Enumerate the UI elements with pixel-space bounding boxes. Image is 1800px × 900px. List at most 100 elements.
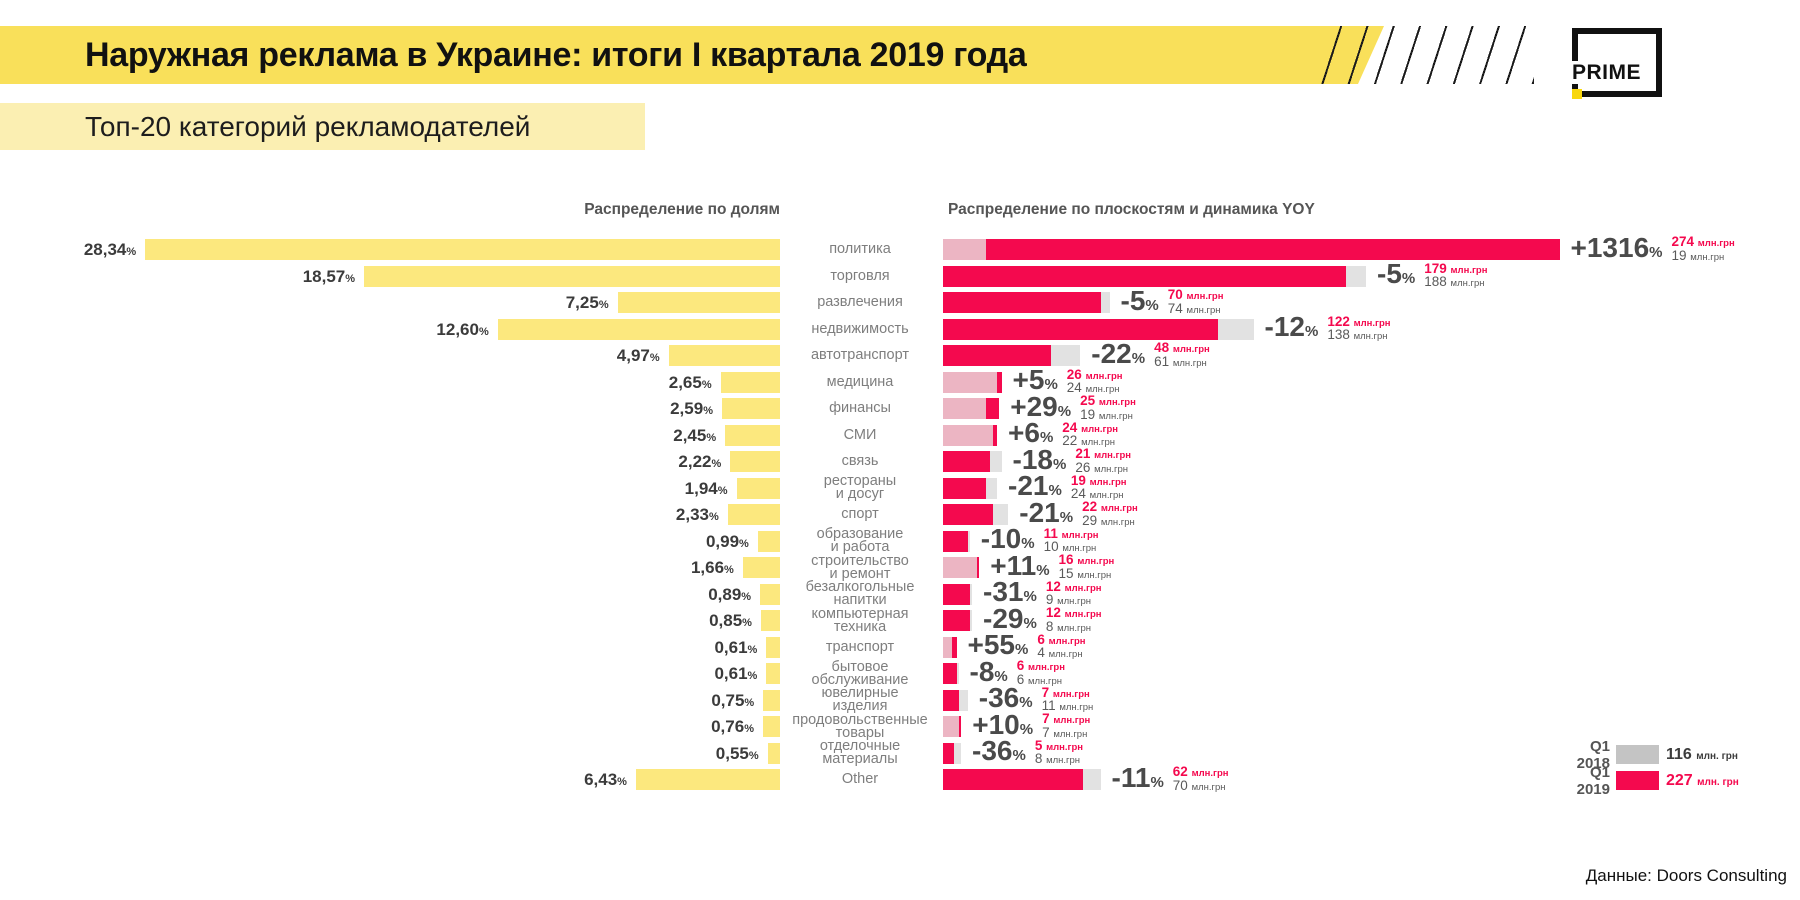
value-bar-2019 <box>943 318 1218 340</box>
value-2019: 274 млн.грн <box>1671 234 1735 249</box>
percent-sign: % <box>703 405 713 417</box>
share-value: 1,94% <box>0 478 728 502</box>
yoy-row: -29% 12 млн.грн 8 млн.грн <box>943 604 1102 634</box>
share-value: 1,66% <box>0 557 734 581</box>
value-bar-2019-growth <box>985 398 1000 419</box>
value-2018: 7 млн.грн <box>1042 724 1088 740</box>
category-label: развлечения <box>782 290 938 315</box>
category-label-line: транспорт <box>825 638 895 655</box>
unit-label: млн.грн <box>1094 450 1132 461</box>
yoy-row: -36% 7 млн.грн 11 млн.грн <box>943 684 1094 713</box>
unit-label: млн.грн <box>1077 569 1112 581</box>
yoy-percent: -21% <box>1019 496 1074 528</box>
share-bar <box>725 424 780 446</box>
percent-sign: % <box>994 667 1008 685</box>
percent-sign: % <box>1304 323 1319 340</box>
share-number: 0,85 <box>709 611 743 630</box>
title-band: Наружная реклама в Украине: итоги I квар… <box>0 26 1384 84</box>
value-2019: 11 млн.грн <box>1043 525 1099 541</box>
share-number: 0,99 <box>705 531 740 551</box>
share-number: 2,33 <box>675 505 710 524</box>
value-labels: 12 млн.грн 8 млн.грн <box>1046 606 1102 634</box>
value-bar-2019-growth <box>952 636 957 658</box>
value-labels: 48 млн.грн 61 млн.грн <box>1154 341 1210 369</box>
share-number: 2,45 <box>673 425 707 445</box>
value-labels: 70 млн.грн 74 млн.грн <box>1168 288 1224 316</box>
share-number: 2,22 <box>678 452 712 471</box>
yoy-percent: -10% <box>980 523 1035 554</box>
value-2018: 29 млн.грн <box>1082 512 1135 528</box>
unit-label: млн.грн <box>1064 609 1102 620</box>
share-value: 0,85% <box>0 610 752 634</box>
category-label: транспорт <box>782 635 938 660</box>
category-label-line: СМИ <box>843 426 877 443</box>
share-bar <box>721 398 780 419</box>
percent-sign: % <box>742 617 752 629</box>
value-2018: 188 млн.грн <box>1424 274 1485 289</box>
percent-sign: % <box>1401 270 1416 287</box>
category-label-line: изделия <box>832 698 888 714</box>
percent-sign: % <box>1019 694 1033 711</box>
category-label-line: строительство <box>811 552 909 569</box>
value-labels: 24 млн.грн 22 млн.грн <box>1062 420 1118 449</box>
category-label: автотранспорт <box>782 343 938 368</box>
value-labels: 22 млн.грн 29 млн.грн <box>1082 500 1138 528</box>
unit-label: млн.грн <box>1059 702 1094 713</box>
value-bar-2018-tail <box>990 451 1002 472</box>
share-number: 12,60 <box>436 319 479 339</box>
share-bar <box>760 583 780 605</box>
unit-label: млн.грн <box>1450 278 1485 289</box>
yoy-percent: +29% <box>1010 390 1072 422</box>
category-label-line: и ремонт <box>829 565 891 582</box>
yoy-percent: -36% <box>972 735 1026 766</box>
value-bar-2019 <box>943 477 986 499</box>
subtitle-band: Топ-20 категорий рекламодателей <box>0 103 645 150</box>
left-chart-title: Распределение по долям <box>584 201 780 218</box>
category-label: политика <box>782 237 938 262</box>
share-bar <box>720 371 780 393</box>
unit-label: млн.грн <box>1048 649 1083 660</box>
value-labels: 179 млн.грн 188 млн.грн <box>1424 261 1487 290</box>
category-label-line: напитки <box>833 592 887 608</box>
share-value: 2,65% <box>0 372 712 396</box>
unit-label: млн.грн <box>1062 543 1097 554</box>
percent-sign: % <box>1036 561 1050 579</box>
unit-label: млн.грн <box>1172 344 1210 355</box>
unit-label: млн.грн <box>1085 384 1120 395</box>
percent-sign: % <box>345 272 356 285</box>
unit-label: млн.грн <box>1061 529 1099 541</box>
value-bar-2018-overlap <box>943 371 997 393</box>
share-number: 0,75 <box>711 690 745 710</box>
value-2018: 19 млн.грн <box>1080 406 1133 422</box>
percent-sign: % <box>1044 376 1058 393</box>
percent-sign: % <box>1131 349 1146 367</box>
category-label-line: рестораны <box>823 473 897 489</box>
value-2019: 6 млн.грн <box>1037 631 1086 647</box>
share-number: 0,61 <box>714 637 748 657</box>
value-2018: 70 млн.грн <box>1172 777 1226 793</box>
unit-label: млн.грн <box>1077 556 1115 567</box>
share-bar <box>766 636 780 658</box>
value-bar-2018-tail <box>954 742 961 764</box>
yoy-percent: -12% <box>1264 311 1319 342</box>
value-2018: 19 млн.грн <box>1671 247 1725 263</box>
category-label-line: связь <box>841 453 879 469</box>
share-value: 18,57% <box>0 266 355 290</box>
yoy-percent: -11% <box>1111 761 1164 793</box>
value-bar-2019-growth <box>992 424 997 446</box>
value-bar-2018-tail <box>967 530 970 552</box>
unit-label: млн.грн <box>1353 331 1388 342</box>
share-number: 1,66 <box>690 558 725 577</box>
percent-sign: % <box>747 670 758 682</box>
yoy-percent: -8% <box>969 655 1008 687</box>
category-label: ювелирные изделия <box>782 686 938 714</box>
value-bar-2018-tail <box>958 689 968 711</box>
share-number: 0,55 <box>715 743 749 763</box>
share-value: 0,76% <box>0 716 754 740</box>
value-labels: 122 млн.грн 138 млн.грн <box>1327 314 1390 343</box>
percent-sign: % <box>126 246 137 258</box>
value-labels: 274 млн.грн 19 млн.грн <box>1671 234 1735 263</box>
value-bar-2019 <box>943 345 1051 366</box>
value-labels: 62 млн.грн 70 млн.грн <box>1172 765 1229 793</box>
share-bar <box>762 716 780 737</box>
